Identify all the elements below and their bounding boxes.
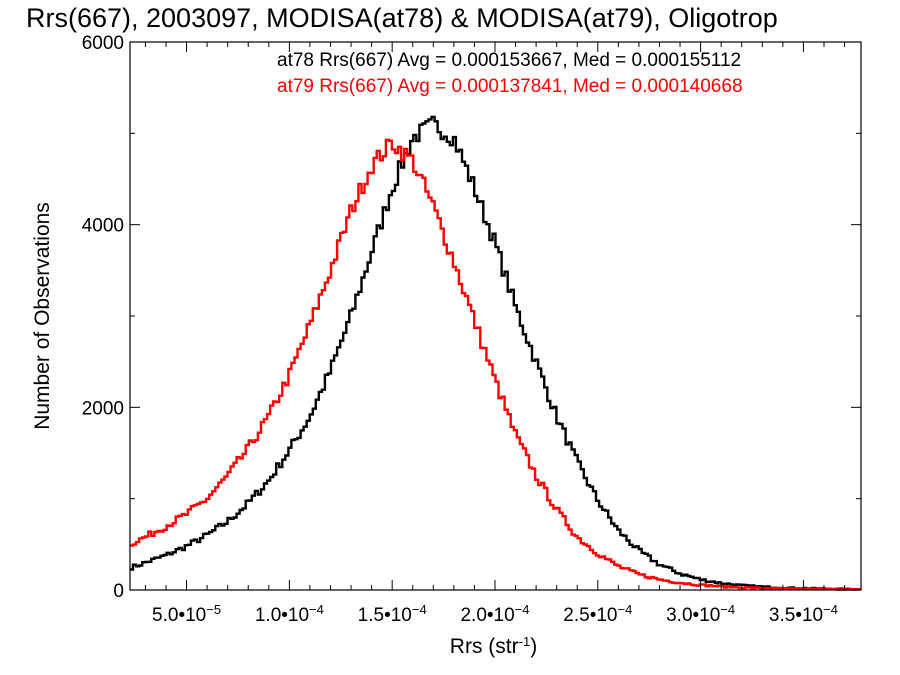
x-tick-exponent: −4 [720,602,735,617]
x-tick-exponent: −4 [823,602,838,617]
plot-frame [129,41,862,591]
y-tick-label: 6000 [82,33,124,54]
axis-layer: 5.0•10−5 1.0•10−4 1.5•10−4 2.0•10−4 2.5•10−4… [82,33,861,626]
x-tick-mantissa: 1.0•10 [255,605,309,626]
x-tick-label: 1.0•10−4 [255,602,324,627]
series-layer [130,115,861,591]
legend-entry-1: at79 Rrs(667) Avg = 0.000137841, Med = 0… [277,76,743,97]
legend-entry-0: at78 Rrs(667) Avg = 0.000153667, Med = 0… [277,50,741,71]
x-tick-exponent: −4 [412,602,427,617]
x-tick-mantissa: 3.0•10 [666,605,720,626]
x-tick-exponent: −5 [206,602,221,617]
x-tick-exponent: −4 [309,602,324,617]
y-axis-label: Number of Observations [31,202,54,430]
x-tick-label: 5.0•10−5 [152,602,221,627]
x-axis-label-text: Rrs (str [450,635,519,658]
x-tick-label: 2.0•10−4 [460,602,529,627]
x-tick-mantissa: 3.5•10 [769,605,823,626]
x-axis-label-close: ) [530,635,537,658]
chart-title: Rrs(667), 2003097, MODISA(at78) & MODISA… [26,3,778,33]
x-tick-mantissa: 5.0•10 [152,605,206,626]
x-tick-exponent: −4 [617,602,632,617]
series-line-at79 [130,138,861,591]
x-tick-mantissa: 1.5•10 [358,605,412,626]
x-tick-exponent: −4 [515,602,530,617]
x-tick-label: 1.5•10−4 [358,602,427,627]
x-tick-mantissa: 2.0•10 [460,605,514,626]
x-tick-label: 2.5•10−4 [563,602,632,627]
legend: at78 Rrs(667) Avg = 0.000153667, Med = 0… [277,50,743,97]
x-tick-label: 3.5•10−4 [769,602,838,627]
x-axis-label-exponent: -1 [519,634,531,649]
x-axis-label: Rrs (str-1) [450,634,537,659]
y-tick-label: 2000 [82,398,124,419]
series-line-at78 [130,115,861,591]
x-tick-label: 3.0•10−4 [666,602,735,627]
y-tick-label: 4000 [82,216,124,237]
x-tick-mantissa: 2.5•10 [563,605,617,626]
y-tick-label: 0 [113,581,124,602]
